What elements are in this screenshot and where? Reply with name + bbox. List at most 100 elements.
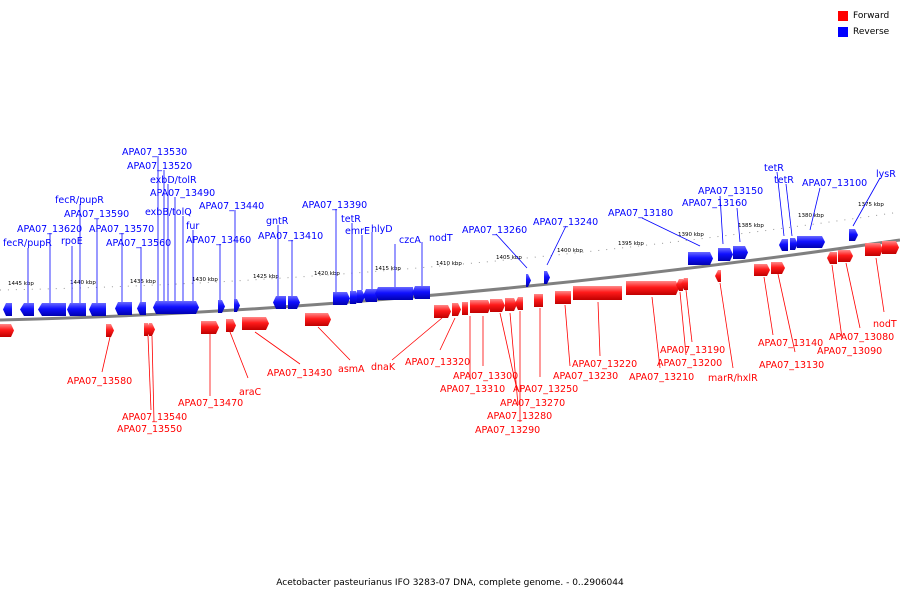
reverse-gene[interactable]	[3, 303, 12, 316]
reverse-gene-label: APA07_13560	[106, 238, 171, 249]
forward-gene[interactable]: APA07_13320	[405, 303, 470, 368]
forward-gene[interactable]: APA07_13220	[572, 286, 637, 370]
forward-gene-label: APA07_13080	[829, 332, 894, 343]
reverse-gene[interactable]: APA07_13460	[186, 235, 251, 313]
reverse-gene-label: APA07_13440	[199, 201, 264, 212]
genome-caption: Acetobacter pasteurianus IFO 3283-07 DNA…	[276, 578, 624, 588]
forward-swatch-icon	[838, 11, 848, 21]
reverse-gene-label: fur	[186, 221, 199, 232]
reverse-gene-label: fecR/pupR	[55, 195, 104, 206]
forward-gene[interactable]: APA07_13200	[657, 279, 722, 369]
legend-label-forward: Forward	[853, 11, 890, 21]
reverse-gene[interactable]: fur	[186, 221, 199, 314]
reverse-gene[interactable]: fecR/pupR	[3, 238, 52, 316]
reverse-gene[interactable]: lysR	[849, 169, 896, 241]
reverse-gene[interactable]: exbD/tolR	[150, 175, 197, 314]
forward-gene-label: APA07_13310	[440, 384, 505, 395]
reverse-gene[interactable]: APA07_13410	[258, 231, 323, 309]
forward-gene[interactable]: asmA	[305, 313, 365, 375]
reverse-gene-label: APA07_13590	[64, 209, 129, 220]
scale-label: 1405 kbp	[496, 255, 522, 261]
scale-label: 1380 kbp	[798, 213, 824, 219]
forward-gene-label: APA07_13320	[405, 357, 470, 368]
reverse-gene-label: exbB/tolQ	[145, 207, 192, 218]
forward-gene[interactable]: APA07_13580	[67, 324, 132, 387]
scale-label: 1385 kbp	[738, 223, 764, 229]
forward-gene[interactable]: APA07_13550	[117, 323, 182, 435]
forward-gene[interactable]: APA07_13470	[178, 321, 243, 409]
legend-item-reverse[interactable]: Reverse	[838, 25, 900, 39]
forward-gene-label: APA07_13190	[660, 345, 725, 356]
reverse-gene[interactable]: czcA	[375, 235, 421, 300]
reverse-gene[interactable]: hlyD	[363, 224, 393, 302]
forward-gene[interactable]: APA07_13270	[490, 299, 565, 409]
reverse-gene-label: czcA	[399, 235, 421, 246]
forward-gene-label: dnaK	[371, 362, 396, 373]
reverse-gene[interactable]: APA07_13160	[682, 198, 748, 259]
scale-label: 1430 kbp	[192, 277, 218, 283]
reverse-gene[interactable]: APA07_13150	[698, 186, 763, 261]
forward-gene[interactable]: APA07_13300	[453, 300, 518, 382]
forward-gene-label: araC	[239, 387, 262, 398]
reverse-gene-label: APA07_13460	[186, 235, 251, 246]
forward-gene[interactable]: APA07_13140	[754, 264, 823, 349]
reverse-gene[interactable]: gntR	[266, 216, 289, 309]
forward-gene[interactable]: APA07_13250	[513, 294, 578, 395]
forward-gene-label: APA07_13220	[572, 359, 637, 370]
scale-labels: 1445 kbp 1440 kbp 1435 kbp 1430 kbp 1425…	[8, 202, 884, 287]
reverse-gene-label: tetR	[764, 163, 784, 174]
reverse-gene-label: exbD/tolR	[150, 175, 197, 186]
reverse-gene[interactable]: APA07_13240	[533, 217, 598, 284]
scale-label: 1390 kbp	[678, 232, 704, 238]
forward-gene[interactable]: APA07_13230	[553, 291, 618, 382]
reverse-gene[interactable]: APA07_13490	[150, 188, 215, 314]
reverse-gene[interactable]: APA07_13390	[302, 200, 367, 305]
reverse-gene-label: APA07_13570	[89, 224, 154, 235]
reverse-gene[interactable]: exbB/tolQ	[145, 207, 192, 314]
forward-gene[interactable]: APA07_13430	[242, 317, 332, 379]
scale-label: 1410 kbp	[436, 261, 462, 267]
reverse-gene[interactable]: nodT	[412, 233, 453, 299]
forward-gene[interactable]: APA07_13090	[817, 252, 882, 357]
forward-gene[interactable]: nodT	[865, 241, 899, 330]
reverse-gene[interactable]: APA07_13620	[17, 224, 82, 316]
reverse-gene-label: APA07_13390	[302, 200, 367, 211]
reverse-gene[interactable]: tetR	[341, 214, 361, 304]
forward-gene-label: APA07_13090	[817, 346, 882, 357]
forward-gene[interactable]: APA07_13080	[829, 250, 894, 343]
reverse-gene[interactable]: APA07_13260	[462, 225, 531, 287]
forward-gene-label: APA07_13300	[453, 371, 518, 382]
reverse-gene[interactable]: APA07_13440	[199, 201, 264, 312]
scale-label: 1395 kbp	[618, 241, 644, 247]
forward-gene[interactable]: APA07_13280	[487, 298, 552, 422]
forward-gene-label: APA07_13210	[629, 372, 694, 383]
forward-gene[interactable]: araC	[226, 319, 262, 398]
forward-gene[interactable]	[0, 324, 14, 337]
reverse-gene[interactable]: APA07_13530	[122, 147, 187, 314]
reverse-gene[interactable]: emrE	[345, 226, 370, 303]
scale-label: 1375 kbp	[858, 202, 884, 208]
reverse-gene[interactable]: APA07_13560	[106, 238, 171, 315]
forward-gene[interactable]: marR/hxlR	[708, 270, 758, 384]
forward-track: APA07_13580 APA07_13540 APA07_13550 APA0…	[0, 241, 899, 436]
reverse-gene[interactable]: APA07_13180	[608, 208, 713, 265]
forward-gene-label: APA07_13130	[759, 360, 824, 371]
reverse-gene[interactable]: APA07_13100	[797, 178, 867, 248]
reverse-gene[interactable]: APA07_13590	[64, 209, 129, 316]
forward-gene-label: APA07_13250	[513, 384, 578, 395]
reverse-gene[interactable]: APA07_13570	[89, 224, 154, 315]
forward-gene[interactable]: APA07_13290	[475, 297, 540, 436]
forward-gene-label: APA07_13230	[553, 371, 618, 382]
reverse-gene[interactable]: tetR	[764, 163, 788, 251]
legend-item-forward[interactable]: Forward	[838, 9, 900, 23]
reverse-gene[interactable]: tetR	[774, 175, 798, 250]
forward-gene[interactable]: dnaK	[371, 305, 451, 373]
forward-gene[interactable]: APA07_13190	[660, 278, 725, 356]
forward-gene[interactable]: APA07_13310	[440, 316, 505, 395]
forward-gene[interactable]: APA07_13130	[759, 262, 824, 371]
forward-gene[interactable]: APA07_13210	[626, 281, 694, 383]
reverse-gene[interactable]: fecR/pupR	[55, 195, 104, 316]
forward-gene-label: APA07_13270	[500, 398, 565, 409]
